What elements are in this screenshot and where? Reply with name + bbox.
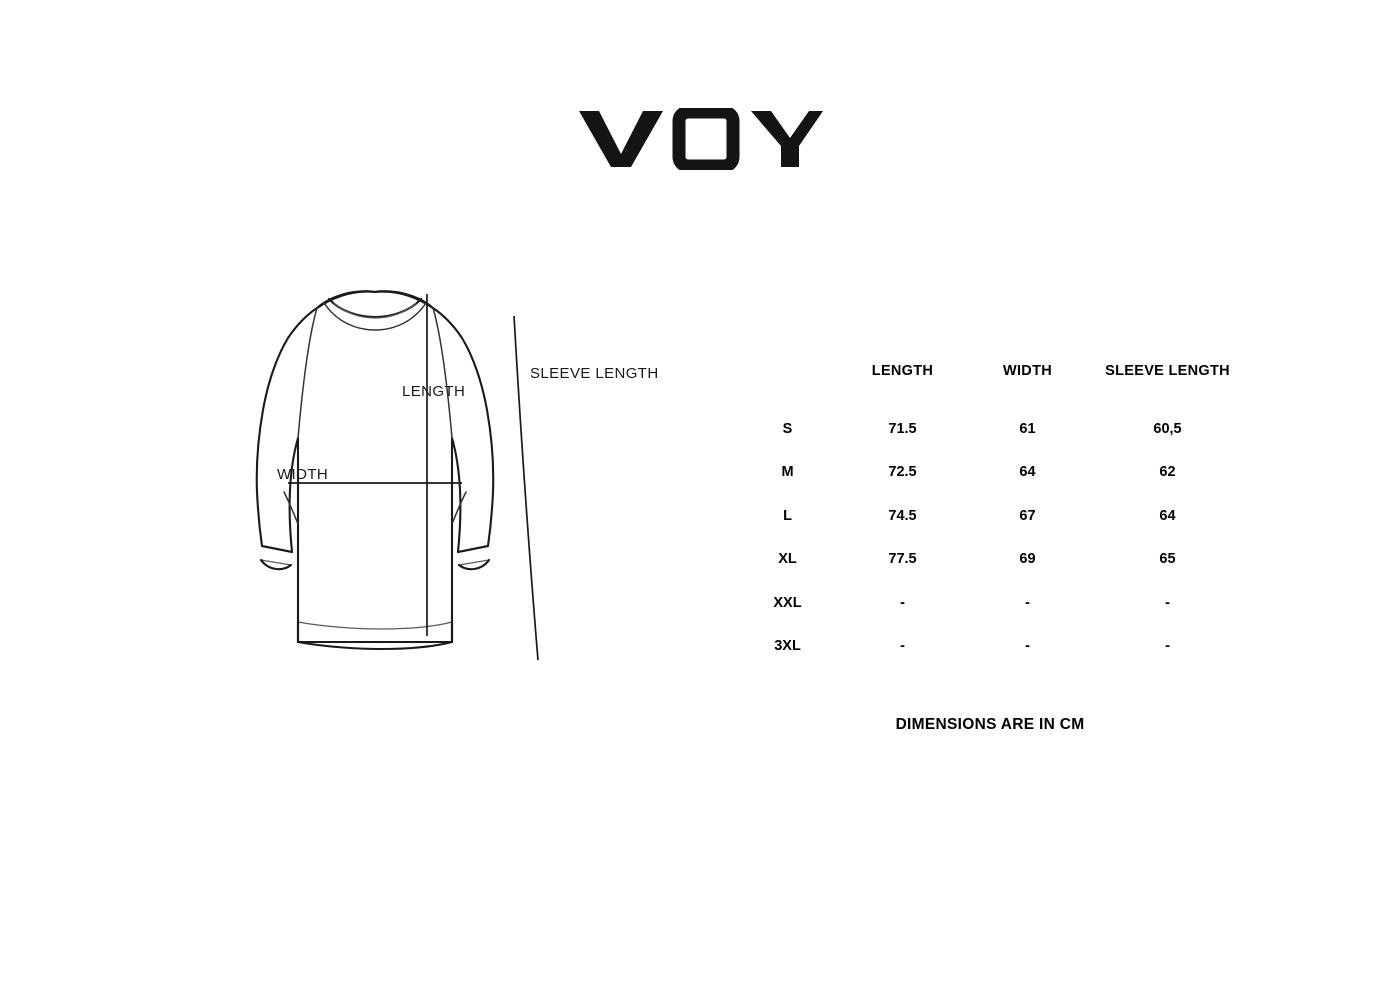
cuff-right: [456, 544, 490, 554]
dimensions-unit-note: DIMENSIONS ARE IN CM: [895, 716, 1085, 733]
row-size-label: S: [782, 420, 793, 437]
hem-band-bottom: [296, 640, 454, 651]
collar-rib-inner-1: [333, 302, 417, 319]
collar-outer: [315, 290, 435, 310]
size-chart-body: S 71.5 61 60,5 M 72.5 64 62 L 74.5 67 64…: [735, 407, 1245, 668]
width-label: WIDTH: [277, 466, 329, 483]
cuff-left: [260, 544, 294, 554]
row-width-value: 69: [1019, 551, 1036, 568]
row-width-value: 67: [1019, 507, 1036, 524]
table-row: 3XL - - -: [735, 625, 1245, 669]
cuff-left-rib: [260, 559, 292, 566]
garment-body-left-outline: [255, 290, 382, 644]
garment-body-right-outline: [373, 290, 495, 644]
row-width-value: 64: [1019, 464, 1036, 481]
garment-technical-drawing: [190, 270, 570, 690]
row-size-label: XXL: [773, 594, 802, 611]
row-sleeve-length-value: 64: [1159, 507, 1176, 524]
table-row: M 72.5 64 62: [735, 451, 1245, 495]
collar-rib-top: [327, 297, 423, 319]
size-chart-table: LENGTH WIDTH SLEEVE LENGTH S 71.5 61 60,…: [735, 363, 1245, 668]
row-sleeve-length-value: 65: [1159, 551, 1176, 568]
table-row: S 71.5 61 60,5: [735, 407, 1245, 451]
shoulder-seam-left: [297, 307, 318, 439]
table-row: XXL - - -: [735, 581, 1245, 625]
row-length-value: 74.5: [888, 507, 917, 524]
collar-rib-inner-2: [323, 302, 427, 331]
brand-logo-mark: [579, 108, 823, 170]
row-width-value: -: [1025, 594, 1030, 611]
table-row: XL 77.5 69 65: [735, 538, 1245, 582]
cuff-right-bottom: [457, 558, 491, 571]
row-width-value: 61: [1019, 420, 1036, 437]
row-length-value: -: [900, 638, 905, 655]
length-label: LENGTH: [402, 383, 466, 400]
sleeve-length-measure-line: [513, 315, 539, 661]
row-length-value: 72.5: [888, 464, 917, 481]
row-size-label: M: [781, 464, 794, 481]
sleeve-length-label: SLEEVE LENGTH: [530, 365, 659, 382]
row-length-value: 71.5: [888, 420, 917, 437]
row-size-label: XL: [778, 551, 797, 568]
column-header-length: LENGTH: [871, 363, 934, 379]
logo-letter-v: [579, 111, 663, 167]
column-header-sleeve-length: SLEEVE LENGTH: [1105, 363, 1230, 379]
column-header-size: [735, 363, 840, 407]
underarm-notch-left: [283, 491, 299, 525]
column-header-width: WIDTH: [1002, 363, 1052, 379]
row-size-label: L: [783, 507, 792, 524]
row-length-value: -: [900, 594, 905, 611]
row-length-value: 77.5: [888, 551, 917, 568]
cuff-left-bottom: [259, 558, 293, 571]
size-chart-header-row: LENGTH WIDTH SLEEVE LENGTH: [735, 363, 1245, 407]
logo-letter-o: [672, 108, 740, 170]
row-sleeve-length-value: 62: [1159, 464, 1176, 481]
brand-logo: [0, 108, 1400, 175]
row-sleeve-length-value: 60,5: [1153, 420, 1182, 437]
hem-band-top: [297, 621, 453, 630]
logo-letter-y: [751, 111, 823, 167]
underarm-notch-right: [451, 491, 467, 525]
row-width-value: -: [1025, 638, 1030, 655]
row-sleeve-length-value: -: [1165, 594, 1170, 611]
row-sleeve-length-value: -: [1165, 638, 1170, 655]
table-row: L 74.5 67 64: [735, 494, 1245, 538]
size-chart-table-container: LENGTH WIDTH SLEEVE LENGTH S 71.5 61 60,…: [735, 363, 1245, 668]
row-size-label: 3XL: [774, 638, 801, 655]
shoulder-seam-right: [432, 307, 453, 439]
cuff-right-rib: [458, 559, 490, 566]
garment-svg: [255, 290, 539, 661]
